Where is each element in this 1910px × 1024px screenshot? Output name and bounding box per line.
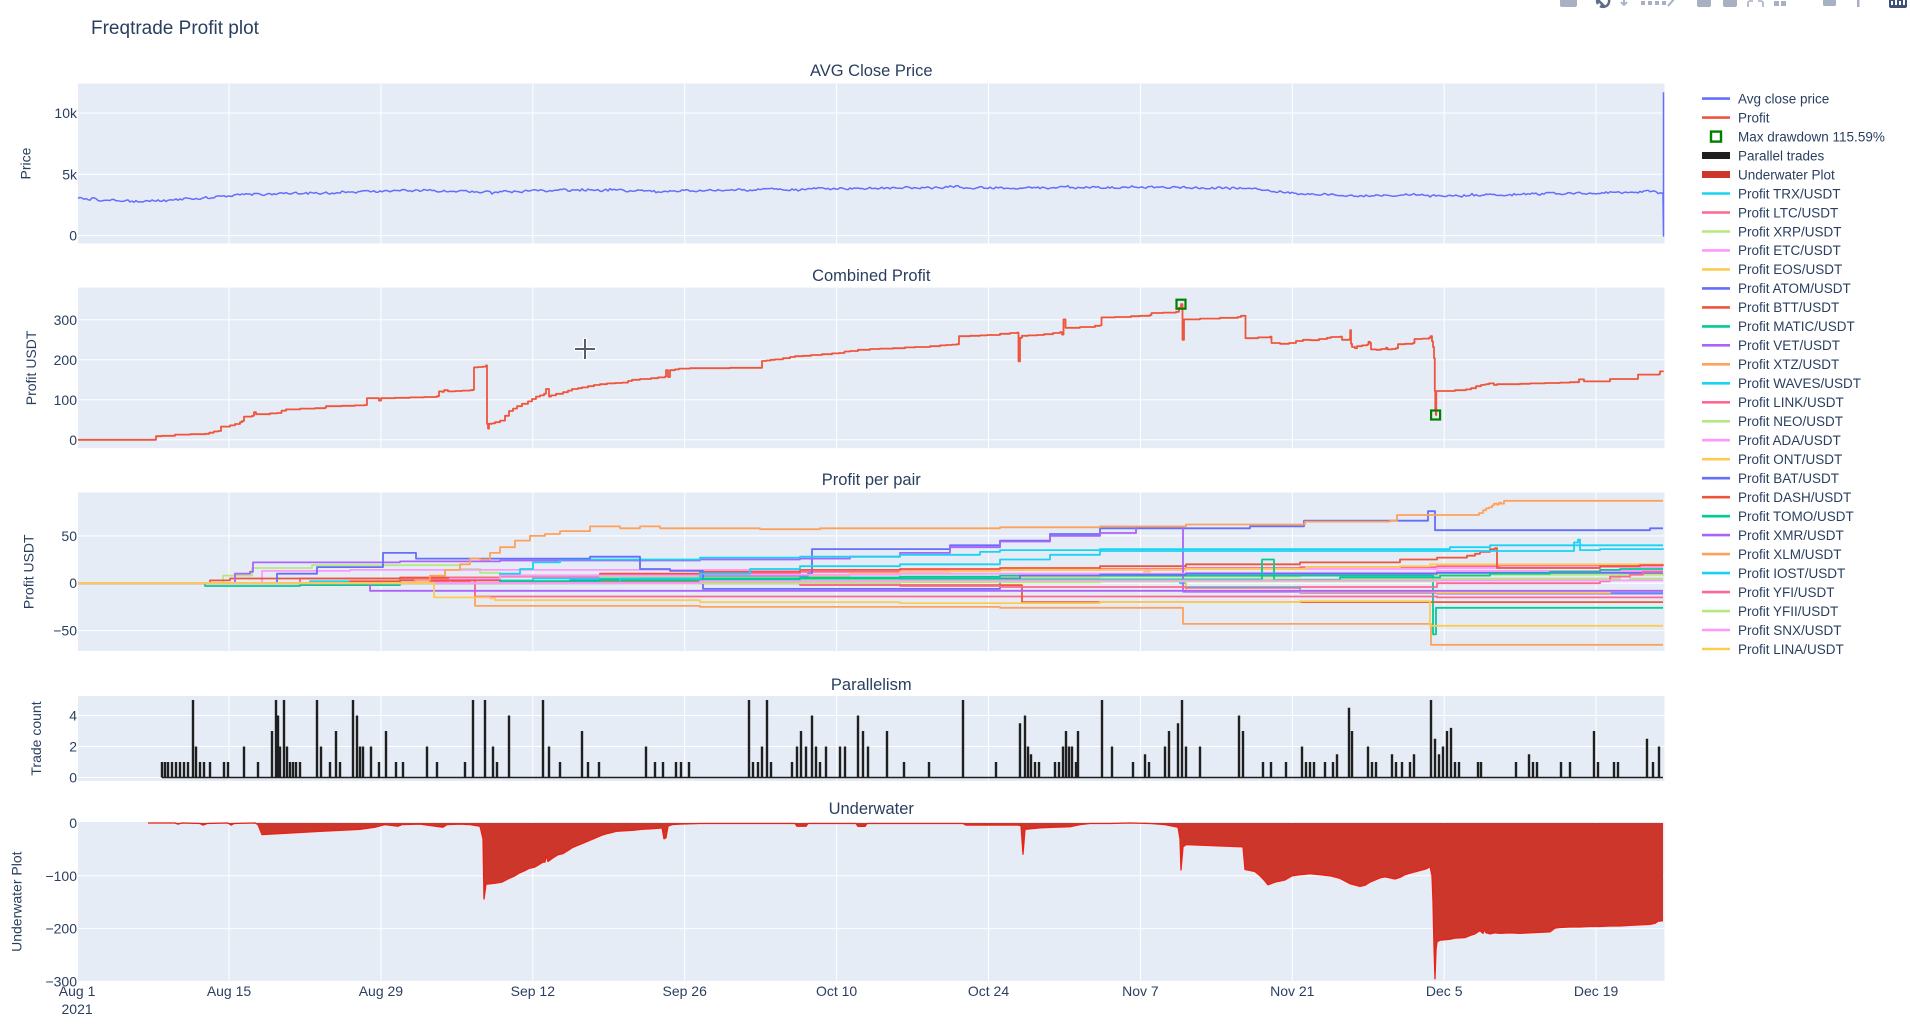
svg-text:Profit ETC/USDT: Profit ETC/USDT (1738, 243, 1841, 258)
svg-text:Profit ONT/USDT: Profit ONT/USDT (1738, 452, 1842, 467)
svg-text:2021: 2021 (62, 1001, 93, 1017)
svg-text:0: 0 (69, 432, 77, 448)
svg-text:200: 200 (54, 352, 78, 368)
svg-text:Profit TRX/USDT: Profit TRX/USDT (1738, 186, 1841, 201)
svg-text:0: 0 (69, 228, 77, 244)
svg-text:Underwater Plot: Underwater Plot (9, 851, 25, 951)
svg-text:−300: −300 (45, 973, 77, 989)
svg-text:Underwater: Underwater (829, 800, 915, 818)
svg-text:Profit ADA/USDT: Profit ADA/USDT (1738, 433, 1841, 448)
svg-text:Profit BAT/USDT: Profit BAT/USDT (1738, 471, 1839, 486)
svg-text:Freqtrade Profit plot: Freqtrade Profit plot (91, 18, 260, 39)
svg-text:2: 2 (69, 739, 77, 755)
svg-text:100: 100 (54, 392, 78, 408)
svg-text:5k: 5k (62, 166, 78, 182)
svg-text:−200: −200 (45, 921, 77, 937)
svg-text:Sep 26: Sep 26 (663, 983, 708, 999)
svg-text:Aug 29: Aug 29 (359, 983, 404, 999)
svg-text:Profit XMR/USDT: Profit XMR/USDT (1738, 528, 1844, 543)
svg-text:300: 300 (54, 312, 78, 328)
svg-text:Nov 21: Nov 21 (1270, 983, 1315, 999)
svg-text:Sep 12: Sep 12 (511, 983, 556, 999)
svg-text:50: 50 (61, 528, 77, 544)
svg-text:Trade count: Trade count (28, 701, 44, 775)
svg-text:Profit LTC/USDT: Profit LTC/USDT (1738, 205, 1838, 220)
svg-text:Profit BTT/USDT: Profit BTT/USDT (1738, 300, 1839, 315)
svg-text:Profit NEO/USDT: Profit NEO/USDT (1738, 414, 1843, 429)
svg-text:Profit WAVES/USDT: Profit WAVES/USDT (1738, 376, 1861, 391)
svg-text:Profit TOMO/USDT: Profit TOMO/USDT (1738, 509, 1854, 524)
svg-text:Oct 24: Oct 24 (968, 983, 1009, 999)
svg-text:Dec 5: Dec 5 (1426, 983, 1463, 999)
svg-text:−50: −50 (53, 623, 77, 639)
svg-text:4: 4 (69, 708, 77, 724)
svg-text:Profit USDT: Profit USDT (21, 534, 37, 609)
svg-text:Profit DASH/USDT: Profit DASH/USDT (1738, 490, 1851, 505)
svg-text:Profit XLM/USDT: Profit XLM/USDT (1738, 547, 1842, 562)
svg-text:Combined Profit: Combined Profit (812, 267, 931, 285)
svg-text:Parallelism: Parallelism (831, 676, 912, 694)
svg-text:Oct 10: Oct 10 (816, 983, 857, 999)
svg-text:AVG Close Price: AVG Close Price (810, 62, 933, 80)
svg-text:Parallel trades: Parallel trades (1738, 148, 1825, 163)
svg-text:Profit IOST/USDT: Profit IOST/USDT (1738, 566, 1845, 581)
svg-text:Aug 15: Aug 15 (207, 983, 252, 999)
svg-text:Underwater Plot: Underwater Plot (1738, 167, 1835, 182)
svg-text:Max drawdown 115.59%: Max drawdown 115.59% (1738, 129, 1885, 144)
svg-text:Profit XTZ/USDT: Profit XTZ/USDT (1738, 357, 1839, 372)
svg-text:Profit USDT: Profit USDT (23, 330, 39, 405)
svg-text:0: 0 (69, 575, 77, 591)
svg-text:Price: Price (18, 147, 34, 179)
svg-text:Profit LINA/USDT: Profit LINA/USDT (1738, 642, 1844, 657)
svg-text:−100: −100 (45, 868, 77, 884)
svg-text:10k: 10k (54, 105, 78, 121)
svg-text:Nov 7: Nov 7 (1122, 983, 1159, 999)
svg-text:Profit YFII/USDT: Profit YFII/USDT (1738, 604, 1838, 619)
svg-text:Avg close price: Avg close price (1738, 91, 1829, 106)
svg-text:Profit EOS/USDT: Profit EOS/USDT (1738, 262, 1842, 277)
svg-text:Profit SNX/USDT: Profit SNX/USDT (1738, 623, 1842, 638)
svg-text:Dec 19: Dec 19 (1574, 983, 1619, 999)
svg-text:0: 0 (69, 815, 77, 831)
svg-text:Profit YFI/USDT: Profit YFI/USDT (1738, 585, 1835, 600)
svg-text:Profit: Profit (1738, 110, 1770, 125)
svg-text:Aug 1: Aug 1 (59, 983, 96, 999)
svg-text:Profit MATIC/USDT: Profit MATIC/USDT (1738, 319, 1855, 334)
svg-text:Profit LINK/USDT: Profit LINK/USDT (1738, 395, 1844, 410)
svg-text:Profit per pair: Profit per pair (822, 471, 922, 489)
svg-text:Profit XRP/USDT: Profit XRP/USDT (1738, 224, 1842, 239)
svg-text:Profit ATOM/USDT: Profit ATOM/USDT (1738, 281, 1851, 296)
svg-text:Profit VET/USDT: Profit VET/USDT (1738, 338, 1840, 353)
svg-text:0: 0 (69, 770, 77, 786)
